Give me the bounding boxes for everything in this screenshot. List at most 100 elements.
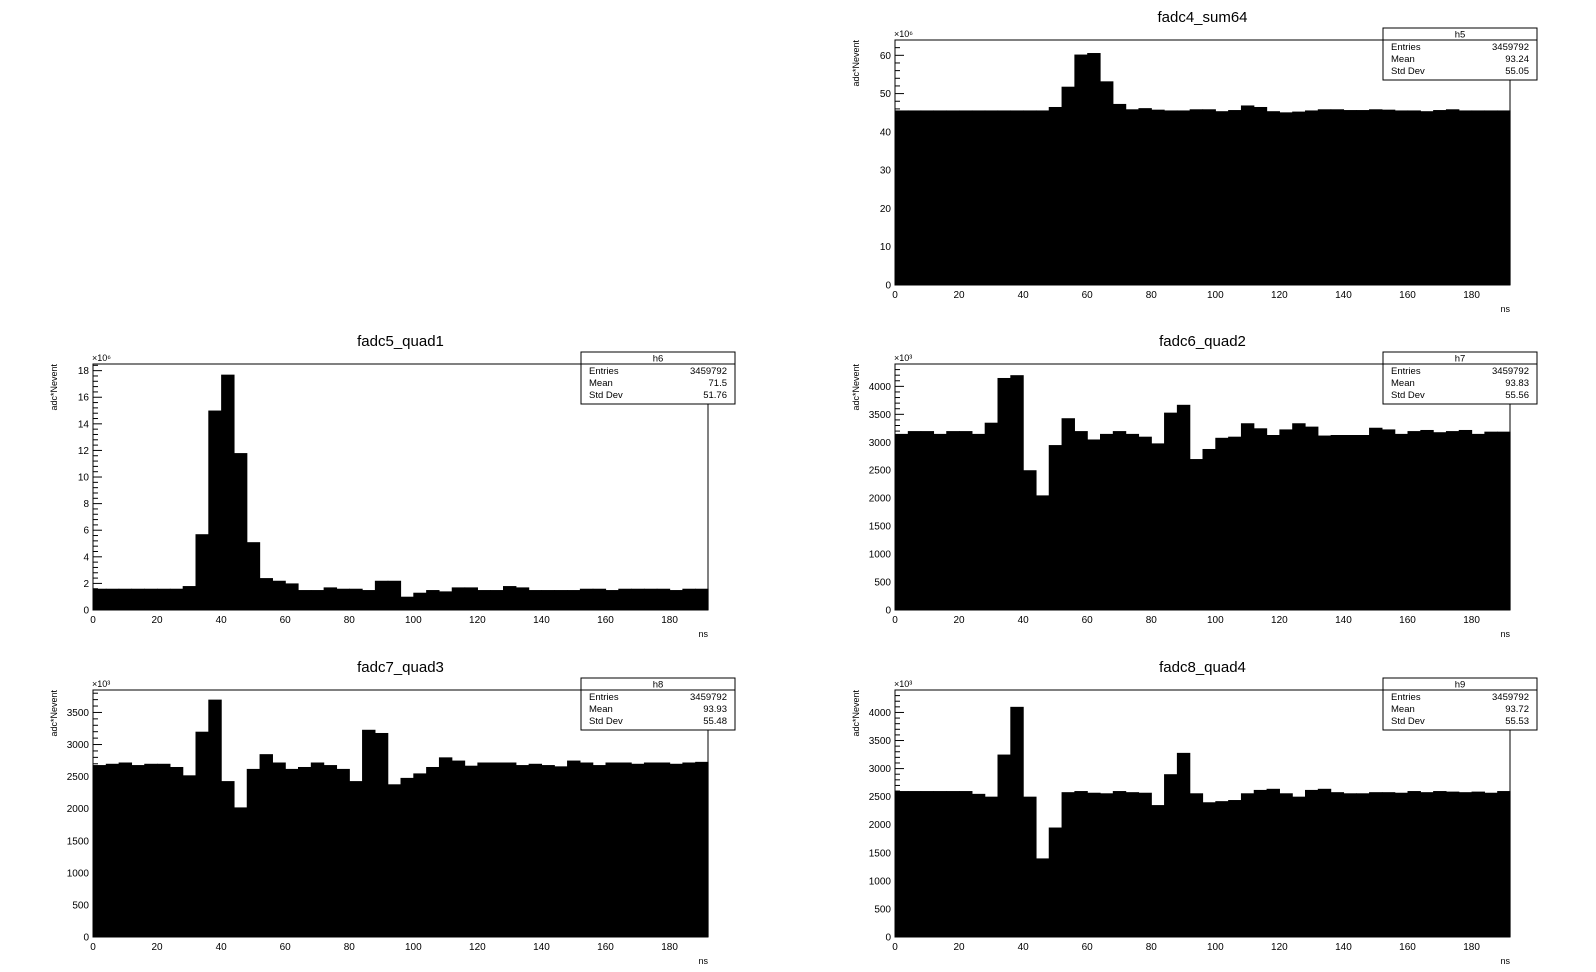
histogram-panel-5: fadc8_quad4 0 20 40 60 80 100 120 140 160 180 0 500 1…	[851, 659, 1538, 966]
histogram-bar	[1061, 86, 1075, 285]
stats-label-std-dev: Std Dev	[1391, 66, 1425, 77]
histogram-bar	[1305, 110, 1319, 285]
histogram-bar	[1445, 109, 1460, 285]
y-multiplier: ×10³	[894, 679, 912, 689]
stats-box: h8 Entries 3459792 Mean 93.93 Std Dev 55.48	[580, 677, 736, 731]
histogram-bar	[1433, 110, 1447, 285]
histogram-panel-4: fadc7_quad3 0 20 40 60 80 100 120 140 160 180 0 500 1…	[49, 659, 736, 966]
histogram-bar	[1253, 106, 1268, 286]
histogram-bar	[656, 762, 671, 937]
histogram-bar	[567, 590, 581, 610]
histogram-bar	[1074, 791, 1088, 937]
histogram-bar	[169, 766, 184, 937]
x-tick-label: 120	[469, 942, 486, 953]
x-tick-label: 0	[892, 942, 898, 953]
x-tick-label: 140	[533, 615, 550, 626]
x-tick-label: 140	[533, 942, 550, 953]
y-tick-label: 1000	[869, 550, 892, 561]
histogram-bar	[1407, 110, 1421, 285]
x-tick-label: 160	[597, 615, 614, 626]
histogram-bar	[1151, 109, 1165, 285]
histogram-bar	[1394, 433, 1409, 610]
x-tick-label: 140	[1335, 290, 1352, 301]
histogram-bar	[895, 791, 909, 937]
x-tick-label: 140	[1335, 942, 1352, 953]
y-tick-label: 3000	[869, 764, 892, 775]
histogram-bar	[105, 763, 120, 937]
y-axis-label: adc*Nevent	[49, 690, 59, 737]
histogram-bar	[1087, 439, 1101, 610]
histogram-bar	[605, 762, 619, 937]
stats-label-std-dev: Std Dev	[1391, 716, 1425, 727]
stats-box: h9 Entries 3459792 Mean 93.72 Std Dev 55.53	[1382, 677, 1538, 731]
stats-value-std-dev: 51.76	[703, 390, 727, 401]
histogram-bar	[336, 768, 350, 937]
histogram-bar	[426, 766, 440, 937]
histogram-bar	[387, 580, 402, 610]
histogram-bar	[503, 762, 517, 937]
y-tick-label: 60	[880, 51, 892, 62]
histogram-bar	[907, 431, 922, 610]
histogram-bar	[1445, 431, 1460, 610]
histogram-bar	[907, 110, 922, 285]
histogram-bar	[1010, 706, 1024, 937]
x-tick-label: 20	[954, 615, 966, 626]
stats-value-mean: 93.72	[1505, 704, 1529, 715]
x-tick-label: 180	[661, 942, 678, 953]
histogram-bar	[946, 791, 960, 937]
histogram-bar	[959, 431, 973, 610]
histogram-bar	[997, 377, 1011, 610]
histogram-bar	[984, 422, 999, 610]
histogram-bar	[131, 588, 145, 610]
histogram-bar	[1048, 827, 1063, 937]
histogram-bar	[1202, 802, 1216, 937]
stats-label-entries: Entries	[1391, 42, 1421, 53]
y-tick-label: 1500	[67, 836, 90, 847]
x-axis-label: ns	[1500, 629, 1510, 639]
histogram-bar	[285, 768, 299, 937]
histogram-bar	[1471, 110, 1485, 285]
x-tick-label: 60	[280, 942, 292, 953]
chart-title: fadc8_quad4	[1159, 659, 1246, 676]
x-tick-label: 140	[1335, 615, 1352, 626]
histogram-bar	[259, 578, 273, 610]
x-tick-label: 20	[152, 615, 164, 626]
histogram-bar	[1125, 433, 1140, 610]
y-tick-label: 10	[78, 473, 90, 484]
x-tick-label: 160	[1399, 290, 1416, 301]
histogram-bar	[1497, 791, 1511, 937]
histogram-bar	[298, 590, 312, 610]
stats-box-frame	[1382, 677, 1538, 731]
stats-value-entries: 3459792	[1492, 692, 1529, 703]
histogram-bar	[310, 762, 325, 937]
x-tick-label: 160	[597, 942, 614, 953]
y-tick-label: 50	[880, 89, 892, 100]
x-tick-label: 0	[90, 942, 96, 953]
y-multiplier: ×10⁶	[92, 353, 111, 363]
histogram-bar	[490, 762, 504, 937]
histogram-bar	[1100, 81, 1114, 285]
stats-value-mean: 93.24	[1505, 54, 1529, 65]
stats-label-entries: Entries	[589, 692, 619, 703]
histogram-bar	[554, 590, 568, 610]
histogram-bar	[451, 760, 466, 937]
histogram-bar	[933, 791, 947, 937]
histogram-bar	[959, 110, 973, 285]
y-tick-label: 8	[83, 499, 89, 510]
x-tick-label: 100	[405, 615, 422, 626]
y-multiplier: ×10³	[894, 353, 912, 363]
histogram-bar	[1010, 110, 1024, 285]
stats-value-entries: 3459792	[690, 366, 727, 377]
y-tick-label: 3500	[869, 410, 892, 421]
stats-value-entries: 3459792	[690, 692, 727, 703]
histogram-bar	[464, 587, 478, 610]
histogram-bar	[1176, 752, 1191, 937]
histogram-bar	[144, 763, 158, 937]
histogram-bar	[1061, 418, 1075, 610]
histogram-bar	[1074, 431, 1088, 610]
histogram-bar	[1266, 111, 1280, 285]
histogram-bar	[1151, 443, 1165, 610]
stats-value-std-dev: 55.05	[1505, 66, 1529, 77]
histogram-bar	[1138, 436, 1152, 610]
